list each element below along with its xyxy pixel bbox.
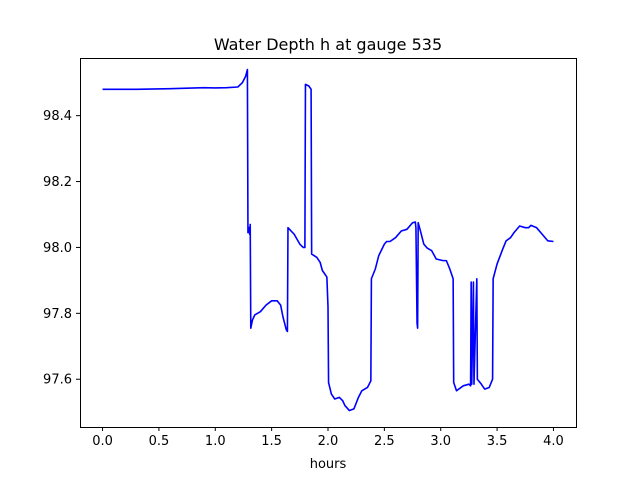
x-tick-label: 0.5: [149, 434, 170, 449]
x-tick-label: 3.5: [487, 434, 508, 449]
x-axis: 0.0 0.5 1.0 1.5 2.0 2.5 3.0 3.5 4.0: [92, 427, 564, 449]
x-tick-label: 3.0: [430, 434, 451, 449]
y-tick-label: 98.4: [43, 109, 72, 124]
y-axis: 97.6 97.8 98.0 98.2 98.4: [43, 109, 80, 388]
chart-title: Water Depth h at gauge 535: [214, 35, 442, 54]
x-tick-label: 2.5: [374, 434, 395, 449]
series-layer: [102, 68, 554, 412]
y-tick-label: 97.8: [43, 307, 72, 322]
x-tick-label: 1.0: [205, 434, 226, 449]
x-tick-label: 2.0: [318, 434, 339, 449]
x-tick-label: 0.0: [92, 434, 113, 449]
y-tick-label: 97.6: [43, 373, 72, 388]
y-tick-label: 98.2: [43, 175, 72, 190]
y-tick-label: 98.0: [43, 241, 72, 256]
x-axis-title: hours: [310, 457, 347, 472]
x-tick-label: 4.0: [543, 434, 564, 449]
x-tick-label: 1.5: [261, 434, 282, 449]
series-line-0: [102, 68, 554, 412]
